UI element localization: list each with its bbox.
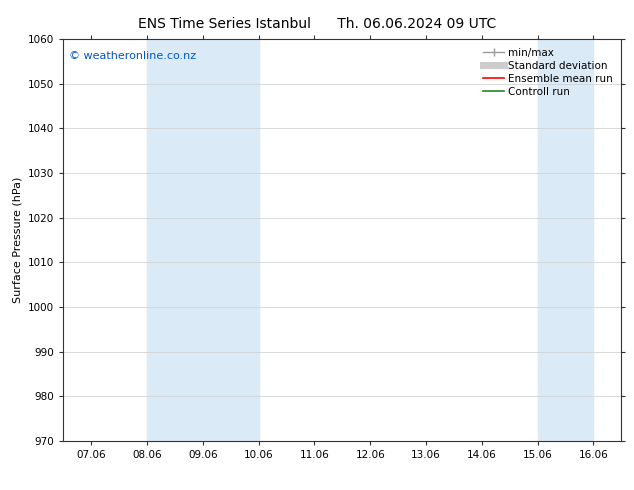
Bar [147,39,259,441]
Text: ENS Time Series Istanbul      Th. 06.06.2024 09 UTC: ENS Time Series Istanbul Th. 06.06.2024 … [138,17,496,31]
Y-axis label: Surface Pressure (hPa): Surface Pressure (hPa) [13,177,23,303]
Bar [538,39,593,441]
Text: © weatheronline.co.nz: © weatheronline.co.nz [69,51,196,61]
Legend: min/max, Standard deviation, Ensemble mean run, Controll run: min/max, Standard deviation, Ensemble me… [480,45,616,100]
